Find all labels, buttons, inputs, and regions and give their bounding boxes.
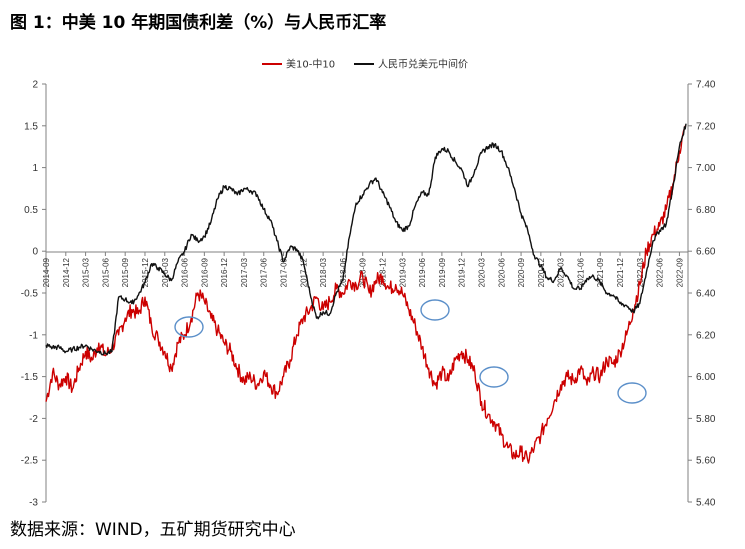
x-tick-label: 2020-03 bbox=[477, 257, 486, 287]
right-tick-label: 5.60 bbox=[696, 456, 716, 467]
x-tick-label: 2019-03 bbox=[398, 257, 407, 287]
x-tick-label: 2022-09 bbox=[675, 257, 684, 287]
legend-label-usdcny: 人民币兑美元中间价 bbox=[378, 58, 468, 71]
x-tick-label: 2017-12 bbox=[299, 257, 308, 287]
x-tick-label: 2020-09 bbox=[517, 257, 526, 287]
source-note: 数据来源：WIND，五矿期货研究中心 bbox=[10, 520, 296, 540]
right-tick-label: 5.80 bbox=[696, 414, 716, 425]
x-tick-label: 2017-06 bbox=[260, 257, 269, 287]
x-tick-label: 2019-06 bbox=[418, 257, 427, 287]
x-tick-label: 2019-12 bbox=[458, 257, 467, 287]
legend-label-spread: 美10-中10 bbox=[286, 58, 335, 71]
left-tick-label: 2 bbox=[32, 80, 38, 91]
right-tick-label: 6.80 bbox=[696, 205, 716, 216]
right-tick-label: 6.60 bbox=[696, 247, 716, 258]
x-tick-label: 2021-06 bbox=[576, 257, 585, 287]
x-tick-label: 2017-09 bbox=[280, 257, 289, 287]
figure-title: 图 1：中美 10 年期国债利差（%）与人民币汇率 bbox=[10, 13, 387, 33]
right-tick-label: 6.40 bbox=[696, 289, 716, 300]
left-tick-label: -1.5 bbox=[21, 372, 39, 383]
highlight-ellipse bbox=[174, 316, 204, 338]
left-tick-label: -2.5 bbox=[21, 456, 39, 467]
left-tick-label: -2 bbox=[29, 414, 38, 425]
x-tick-label: 2021-03 bbox=[557, 257, 566, 287]
right-tick-label: 7.20 bbox=[696, 121, 716, 132]
x-tick-label: 2019-09 bbox=[438, 257, 447, 287]
left-tick-label: -1 bbox=[29, 330, 38, 341]
series-line-spread bbox=[45, 125, 687, 464]
x-tick-label: 2015-03 bbox=[82, 257, 91, 287]
x-tick-label: 2016-06 bbox=[181, 257, 190, 287]
left-tick-label: -3 bbox=[29, 498, 38, 509]
x-tick-label: 2020-12 bbox=[537, 257, 546, 287]
x-tick-label: 2016-09 bbox=[200, 257, 209, 287]
x-tick-label: 2018-09 bbox=[359, 257, 368, 287]
left-tick-label: -0.5 bbox=[21, 289, 39, 300]
left-tick-label: 1.5 bbox=[24, 121, 38, 132]
x-tick-label: 2020-06 bbox=[497, 257, 506, 287]
x-tick-label: 2022-03 bbox=[636, 257, 645, 287]
x-tick-label: 2021-12 bbox=[616, 257, 625, 287]
plot-area bbox=[45, 123, 687, 464]
x-tick-label: 2017-03 bbox=[240, 257, 249, 287]
legend: 美10-中10 人民币兑美元中间价 bbox=[262, 58, 468, 71]
x-tick-label: 2015-09 bbox=[121, 257, 130, 287]
right-tick-label: 7.00 bbox=[696, 163, 716, 174]
x-tick-label: 2016-03 bbox=[161, 257, 170, 287]
right-tick-label: 7.40 bbox=[696, 80, 716, 91]
series-line-usdcny bbox=[45, 123, 687, 356]
annotations bbox=[174, 299, 647, 404]
left-tick-label: 1 bbox=[32, 163, 38, 174]
x-tick-label: 2014-09 bbox=[42, 257, 51, 287]
highlight-ellipse bbox=[479, 366, 509, 388]
x-tick-label: 2018-03 bbox=[319, 257, 328, 287]
right-tick-label: 6.00 bbox=[696, 372, 716, 383]
highlight-ellipse bbox=[420, 299, 450, 321]
right-tick-label: 5.40 bbox=[696, 498, 716, 509]
highlight-ellipse bbox=[617, 382, 647, 404]
left-tick-label: 0.5 bbox=[24, 205, 38, 216]
x-tick-label: 2015-12 bbox=[141, 257, 150, 287]
right-tick-label: 6.20 bbox=[696, 330, 716, 341]
axes: -3 -2.5 -2 -1.5 -1 -0.5 0 0.5 1 1.5 2 5.40 5.60 5.80 6… bbox=[21, 80, 716, 509]
x-tick-label: 2014-12 bbox=[62, 257, 71, 287]
x-tick-label: 2016-12 bbox=[220, 257, 229, 287]
x-tick-label: 2018-12 bbox=[379, 257, 388, 287]
left-tick-label: 0 bbox=[32, 247, 38, 258]
x-tick-label: 2021-09 bbox=[596, 257, 605, 287]
x-tick-label: 2015-06 bbox=[101, 257, 110, 287]
x-tick-label: 2022-06 bbox=[656, 257, 665, 287]
